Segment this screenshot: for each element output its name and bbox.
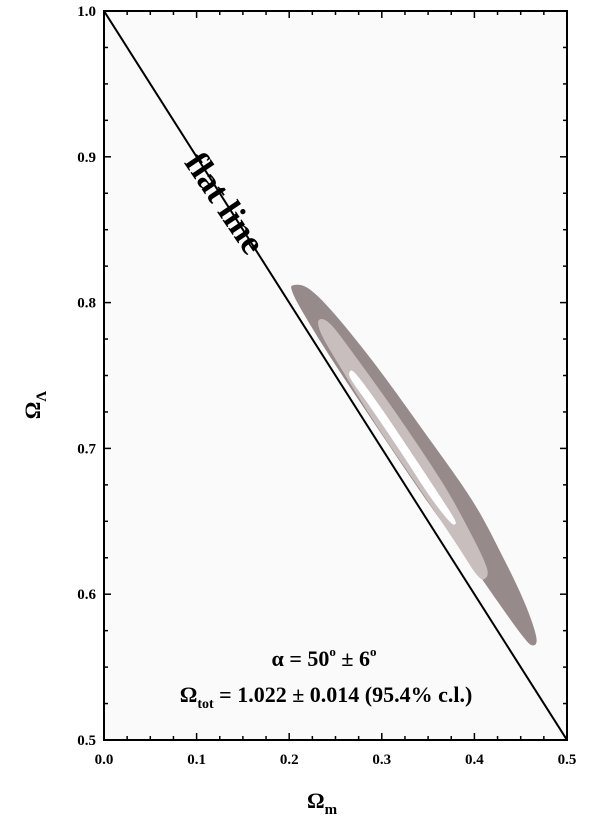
y-tick-label: 0.7 — [77, 441, 96, 457]
omega-tot-annotation: Ωtot = 1.022 ± 0.014 (95.4% c.l.) — [180, 682, 473, 712]
y-tick-label: 0.6 — [77, 587, 96, 603]
x-tick-label: 0.1 — [187, 752, 206, 768]
alpha-degree-1: o — [329, 644, 336, 659]
x-tick-label: 0.2 — [280, 752, 299, 768]
x-tick-label: 0.5 — [558, 752, 577, 768]
alpha-annotation: α = 50o ± 6o — [272, 644, 377, 671]
y-tick-label: 1.0 — [77, 4, 96, 20]
x-tick-label: 0.4 — [465, 752, 484, 768]
alpha-degree-2: o — [370, 644, 377, 659]
tick-labels-group: 0.0 0.1 0.2 0.3 0.4 0.5 0.5 0.6 0.7 0.8 0.9 1.0 — [77, 4, 576, 768]
y-tick-label: 0.9 — [77, 150, 96, 166]
y-tick-label: 0.5 — [77, 733, 96, 749]
ticks-group — [103, 10, 568, 741]
y-tick-label: 0.8 — [77, 296, 96, 312]
x-tick-label: 0.0 — [95, 752, 114, 768]
x-axis-title: Ωm — [307, 788, 338, 818]
y-axis-title: ΩΛ — [20, 391, 50, 420]
flat-line-group — [104, 11, 567, 740]
flat-line — [104, 11, 567, 740]
x-tick-label: 0.3 — [372, 752, 391, 768]
contour-inner — [349, 370, 456, 525]
contour-group — [291, 284, 537, 646]
